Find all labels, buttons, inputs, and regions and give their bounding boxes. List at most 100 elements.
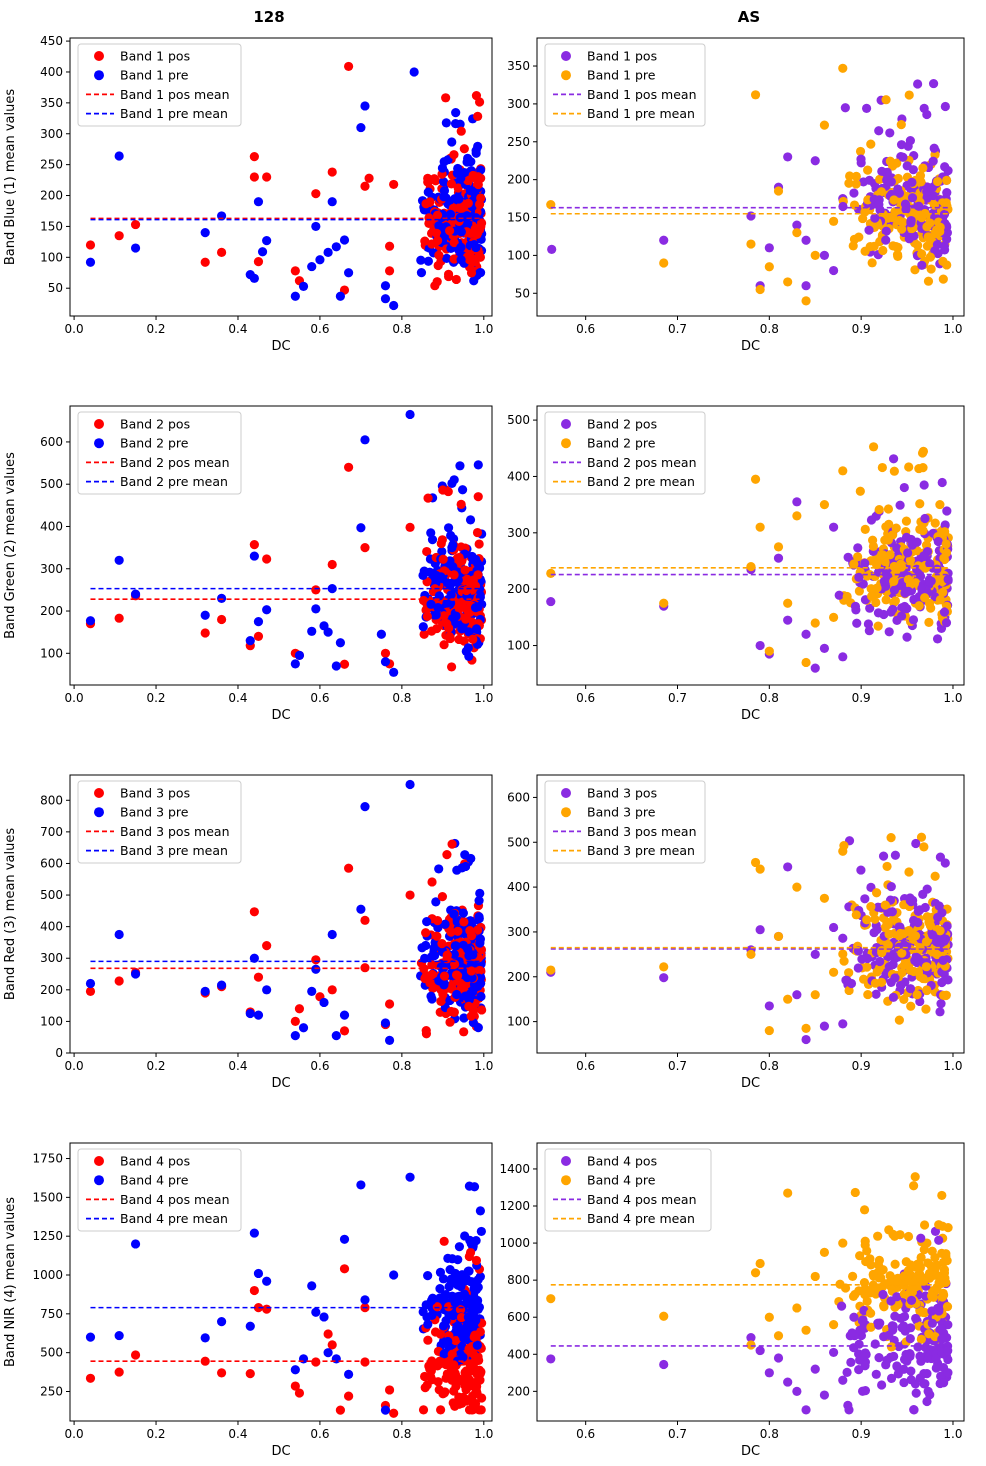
point-band-1-pos (907, 177, 917, 187)
point-band-2-pos (863, 619, 873, 629)
point-band-3-pre (829, 967, 839, 977)
point-band-3-pre (801, 1023, 811, 1033)
point-band-2-pre (918, 526, 928, 536)
point-band-4-pos (474, 1368, 484, 1378)
point-band-4-pre (884, 1225, 894, 1235)
point-band-4-pos (130, 1350, 141, 1360)
point-band-1-pos (856, 154, 866, 164)
point-band-4-pos (934, 1235, 944, 1245)
point-band-4-pre (311, 1307, 321, 1317)
point-band-4-pos (389, 1408, 399, 1418)
point-band-2-pos (462, 604, 472, 614)
legend-frame (77, 43, 242, 127)
point-band-3-pos (290, 1016, 300, 1027)
point-band-3-pre (905, 965, 916, 975)
axes-frame (69, 1142, 493, 1422)
point-band-2-pos (216, 614, 227, 625)
point-band-4-pos (810, 1364, 820, 1374)
point-band-1-pos (467, 254, 478, 265)
point-band-4-pre (380, 1405, 391, 1415)
point-band-1-pre (819, 120, 830, 130)
point-band-3-pre (921, 962, 932, 972)
point-band-2-pos (860, 558, 870, 568)
point-band-2-pos (422, 546, 432, 557)
point-band-1-pos (898, 152, 908, 162)
y-axis-label: Band NIR (4) mean values (3, 1197, 18, 1367)
point-band-4-pos (764, 1368, 774, 1378)
point-band-4-pre (339, 1234, 350, 1244)
point-band-4-pre (290, 1365, 300, 1375)
point-band-1-pre (893, 242, 903, 252)
point-band-2-pre (853, 552, 863, 562)
point-band-3-pre (874, 963, 884, 974)
point-band-3-pos (860, 894, 870, 904)
point-band-2-pre (868, 541, 879, 552)
point-band-2-pre (792, 511, 802, 521)
point-band-1-pos (942, 234, 952, 244)
point-band-4-pre (850, 1289, 860, 1300)
point-band-4-pre (435, 1284, 445, 1294)
legend-label: Band 3 pre mean (120, 843, 228, 858)
point-band-4-pre (937, 1190, 947, 1201)
y-tick-label: 800 (507, 1273, 530, 1287)
point-band-3-pre (474, 896, 484, 906)
point-band-2-pre (114, 555, 124, 565)
point-band-4-pos (465, 1247, 476, 1258)
point-band-2-pre (380, 657, 391, 667)
point-band-4-pre (886, 1342, 897, 1352)
y-tick-label: 300 (40, 951, 63, 965)
point-band-1-pos (932, 240, 943, 250)
legend: Band 2 pos Band 2 pre Band 2 pos mean Band … (77, 411, 242, 495)
point-band-3-pre (449, 949, 459, 959)
point-band-4-pos (323, 1329, 333, 1339)
legend-frame (77, 411, 242, 495)
point-band-1-pre (764, 262, 774, 272)
point-band-3-pos (439, 971, 450, 981)
point-band-2-pre (245, 636, 255, 646)
point-band-4-pre (130, 1239, 141, 1249)
point-band-3-pos (114, 976, 124, 986)
point-band-4-pos (939, 1378, 949, 1388)
point-band-4-pre (456, 1272, 466, 1282)
legend-label: Band 1 pre (587, 68, 656, 83)
point-band-3-pos (427, 877, 437, 887)
point-band-3-pre (912, 990, 922, 1000)
point-band-3-pos (438, 989, 448, 999)
point-band-3-pre (433, 923, 443, 933)
point-band-2-pre (85, 616, 96, 626)
point-band-4-pre (249, 1228, 259, 1238)
point-band-1-pos (249, 172, 259, 182)
y-tick-label: 450 (40, 34, 63, 48)
legend-label: Band 1 pos (587, 49, 657, 64)
point-band-3-pre (863, 989, 873, 1000)
point-band-1-pre (938, 256, 948, 266)
point-band-4-pos (460, 1394, 470, 1404)
point-band-3-pre (659, 962, 669, 972)
point-band-3-pre (838, 949, 848, 959)
point-band-2-pos (792, 497, 802, 507)
point-band-4-pos (909, 1405, 919, 1415)
point-band-2-pre (455, 461, 465, 471)
x-tick-label: 1.0 (474, 1427, 493, 1441)
point-band-4-pos (842, 1367, 852, 1377)
point-band-1-pos (311, 189, 321, 199)
legend-label: Band 1 pre mean (120, 106, 228, 121)
point-band-1-pre (659, 258, 669, 268)
point-band-1-pos (810, 156, 820, 166)
point-band-3-pre (750, 857, 761, 868)
point-band-1-pos (917, 260, 927, 270)
point-band-2-pos (873, 608, 884, 618)
point-band-4-pos (905, 1333, 915, 1344)
point-band-1-pos (468, 170, 478, 181)
plot-area (546, 63, 953, 306)
point-band-3-pos (464, 1001, 474, 1011)
point-band-4-pos (463, 1377, 473, 1387)
point-band-1-pos (360, 181, 370, 191)
point-band-1-pre (475, 268, 485, 278)
point-band-2-pre (889, 576, 899, 586)
point-band-1-pre (892, 250, 903, 260)
point-band-2-pos (902, 632, 912, 642)
panel-r4c2: 0.6 0.7 0.8 0.9 1.0 200 400 600 800 1000 1200 1400 D… (499, 1142, 965, 1459)
point-band-4-pre (114, 1330, 124, 1341)
x-tick-label: 0.2 (146, 1059, 165, 1073)
